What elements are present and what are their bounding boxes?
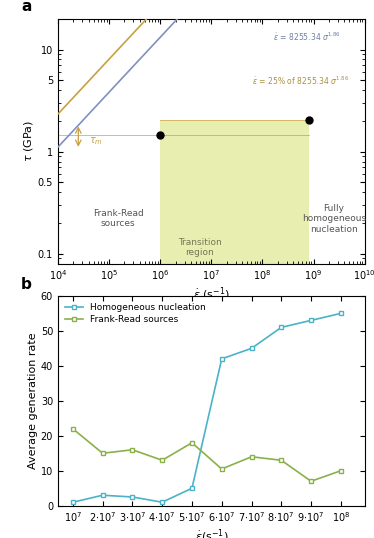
Frank-Read sources <box>160 457 165 464</box>
Homogeneous nucleation <box>279 324 283 330</box>
Text: a: a <box>21 0 31 14</box>
Frank-Read sources <box>309 478 313 484</box>
Text: Transition
region: Transition region <box>178 238 222 257</box>
Line: Homogeneous nucleation: Homogeneous nucleation <box>70 311 343 505</box>
Text: $\dot{\varepsilon}$ = 25% of 8255.34 $\sigma^{1.86}$: $\dot{\varepsilon}$ = 25% of 8255.34 $\s… <box>252 75 349 87</box>
Y-axis label: $\tau$ (GPa): $\tau$ (GPa) <box>22 120 35 162</box>
Legend: Homogeneous nucleation, Frank-Read sources: Homogeneous nucleation, Frank-Read sourc… <box>62 300 209 327</box>
Text: Fully
homogeneous
nucleation: Fully homogeneous nucleation <box>302 204 366 233</box>
Homogeneous nucleation <box>309 317 313 324</box>
Text: $\dot{\varepsilon}$ = 8255.34 $\sigma^{1.86}$: $\dot{\varepsilon}$ = 8255.34 $\sigma^{1… <box>273 31 341 44</box>
Frank-Read sources <box>249 454 254 460</box>
X-axis label: $\dot{\varepsilon}$ (s$^{-1}$): $\dot{\varepsilon}$ (s$^{-1}$) <box>193 285 230 303</box>
Text: Frank-Read
sources: Frank-Read sources <box>93 209 144 229</box>
Frank-Read sources <box>220 466 224 472</box>
Frank-Read sources <box>130 447 135 453</box>
Y-axis label: Average generation rate: Average generation rate <box>28 332 38 469</box>
Homogeneous nucleation <box>160 499 165 506</box>
Homogeneous nucleation <box>190 485 194 492</box>
Homogeneous nucleation <box>338 310 343 316</box>
Frank-Read sources <box>190 440 194 446</box>
Homogeneous nucleation <box>249 345 254 352</box>
Frank-Read sources <box>338 468 343 474</box>
Homogeneous nucleation <box>100 492 105 498</box>
Frank-Read sources <box>279 457 283 464</box>
Bar <box>160 120 309 264</box>
Homogeneous nucleation <box>220 356 224 362</box>
Text: $\tau_m$: $\tau_m$ <box>89 135 103 147</box>
Homogeneous nucleation <box>71 499 75 506</box>
Frank-Read sources <box>100 450 105 456</box>
Homogeneous nucleation <box>130 494 135 500</box>
Text: b: b <box>21 277 32 292</box>
X-axis label: $\dot{\varepsilon}$(s$^{-1}$): $\dot{\varepsilon}$(s$^{-1}$) <box>194 527 228 538</box>
Frank-Read sources <box>71 426 75 432</box>
Line: Frank-Read sources: Frank-Read sources <box>70 426 343 484</box>
